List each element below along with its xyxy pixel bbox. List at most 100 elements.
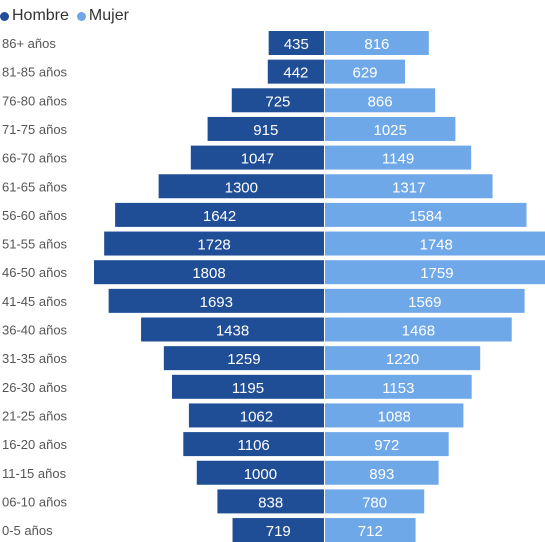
value-label-hombre-0-5-a-os: 719 — [266, 523, 291, 540]
value-label-hombre-46-50-a-os: 1808 — [192, 265, 225, 282]
value-label-mujer-81-85-a-os: 629 — [352, 65, 377, 82]
bar-mujer-71-75-a-os[interactable] — [325, 116, 456, 141]
bar-hombre-66-70-a-os[interactable] — [190, 145, 324, 170]
bar-mujer-16-20-a-os[interactable] — [325, 432, 449, 457]
value-label-mujer-21-25-a-os: 1088 — [378, 408, 411, 425]
bar-hombre-71-75-a-os[interactable] — [207, 116, 324, 141]
value-label-mujer-11-15-a-os: 893 — [369, 466, 394, 483]
value-label-hombre-06-10-a-os: 838 — [258, 494, 283, 511]
bar-hombre-36-40-a-os[interactable] — [141, 317, 324, 342]
bar-mujer-66-70-a-os[interactable] — [325, 145, 472, 170]
bar-hombre-31-35-a-os[interactable] — [163, 346, 324, 371]
value-label-mujer-71-75-a-os: 1025 — [374, 122, 407, 139]
category-label-71-75-a-os: 71-75 años — [2, 122, 68, 137]
category-label-26-30-a-os: 26-30 años — [2, 380, 68, 395]
bar-mujer-26-30-a-os[interactable] — [325, 374, 472, 399]
category-label-16-20-a-os: 16-20 años — [2, 437, 68, 452]
value-label-mujer-56-60-a-os: 1584 — [409, 208, 442, 225]
category-label-81-85-a-os: 81-85 años — [2, 65, 68, 80]
bar-mujer-21-25-a-os[interactable] — [325, 403, 464, 428]
bar-hombre-56-60-a-os[interactable] — [115, 202, 325, 227]
bar-hombre-46-50-a-os[interactable] — [94, 260, 324, 285]
category-label-36-40-a-os: 36-40 años — [2, 323, 68, 338]
bar-hombre-86-a-os[interactable] — [268, 31, 324, 55]
bar-hombre-61-65-a-os[interactable] — [158, 174, 324, 199]
bar-mujer-46-50-a-os[interactable] — [325, 260, 545, 285]
category-label-51-55-a-os: 51-55 años — [2, 237, 68, 252]
bar-mujer-61-65-a-os[interactable] — [325, 174, 493, 199]
value-label-mujer-51-55-a-os: 1748 — [419, 237, 452, 254]
value-label-hombre-51-55-a-os: 1728 — [197, 237, 230, 254]
bar-mujer-06-10-a-os[interactable] — [325, 489, 425, 514]
value-label-hombre-81-85-a-os: 442 — [283, 65, 308, 82]
bar-hombre-11-15-a-os[interactable] — [196, 460, 324, 485]
value-labels: 435 816 442 629 725 866 915 1025 1047 1149 1300 131… — [192, 36, 453, 540]
value-label-hombre-36-40-a-os: 1438 — [216, 323, 249, 340]
bar-mujer-0-5-a-os[interactable] — [325, 518, 416, 542]
category-label-31-35-a-os: 31-35 años — [2, 351, 68, 366]
value-label-hombre-71-75-a-os: 915 — [253, 122, 278, 139]
hombre-bars — [94, 31, 325, 542]
bar-hombre-0-5-a-os[interactable] — [232, 518, 324, 542]
category-label-56-60-a-os: 56-60 años — [2, 208, 68, 223]
bar-hombre-06-10-a-os[interactable] — [217, 489, 324, 514]
bar-hombre-51-55-a-os[interactable] — [104, 231, 324, 256]
value-label-mujer-06-10-a-os: 780 — [362, 494, 387, 511]
value-label-hombre-21-25-a-os: 1062 — [240, 408, 273, 425]
category-label-66-70-a-os: 66-70 años — [2, 151, 68, 166]
value-label-mujer-0-5-a-os: 712 — [358, 523, 383, 540]
bar-hombre-26-30-a-os[interactable] — [171, 374, 324, 399]
value-label-hombre-76-80-a-os: 725 — [265, 93, 290, 110]
legend-dot-hombre-icon — [0, 11, 9, 21]
bar-mujer-36-40-a-os[interactable] — [325, 317, 512, 342]
bar-mujer-56-60-a-os[interactable] — [325, 202, 527, 227]
bar-hombre-16-20-a-os[interactable] — [183, 432, 324, 457]
mujer-bars — [325, 31, 545, 542]
value-label-mujer-66-70-a-os: 1149 — [382, 151, 414, 168]
bar-mujer-81-85-a-os[interactable] — [325, 59, 406, 84]
bar-mujer-76-80-a-os[interactable] — [325, 88, 436, 113]
value-label-mujer-46-50-a-os: 1759 — [420, 265, 453, 282]
category-label-11-15-a-os: 11-15 años — [2, 466, 67, 481]
value-label-hombre-61-65-a-os: 1300 — [225, 179, 258, 196]
category-label-86-a-os: 86+ años — [2, 36, 56, 51]
value-label-hombre-86-a-os: 435 — [284, 36, 309, 53]
value-label-hombre-16-20-a-os: 1106 — [238, 437, 270, 454]
category-label-0-5-a-os: 0-5 años — [2, 523, 53, 538]
value-label-mujer-36-40-a-os: 1468 — [402, 323, 435, 340]
value-label-mujer-76-80-a-os: 866 — [368, 93, 393, 110]
bar-mujer-86-a-os[interactable] — [325, 31, 429, 55]
bar-mujer-41-45-a-os[interactable] — [325, 288, 525, 313]
category-label-46-50-a-os: 46-50 años — [2, 265, 68, 280]
value-label-hombre-31-35-a-os: 1259 — [227, 351, 260, 368]
bar-hombre-21-25-a-os[interactable] — [188, 403, 324, 428]
value-label-mujer-86-a-os: 816 — [364, 36, 389, 53]
legend-item-mujer[interactable]: Mujer — [76, 7, 129, 25]
bar-mujer-31-35-a-os[interactable] — [325, 346, 481, 371]
legend-label-hombre: Hombre — [12, 7, 69, 24]
value-label-hombre-56-60-a-os: 1642 — [203, 208, 236, 225]
value-label-hombre-41-45-a-os: 1693 — [200, 294, 233, 311]
bar-hombre-76-80-a-os[interactable] — [231, 88, 324, 113]
category-label-76-80-a-os: 76-80 años — [2, 93, 68, 108]
bar-mujer-11-15-a-os[interactable] — [325, 460, 439, 485]
legend-label-mujer: Mujer — [88, 7, 129, 24]
value-label-mujer-26-30-a-os: 1153 — [382, 380, 414, 397]
category-label-21-25-a-os: 21-25 años — [2, 408, 68, 423]
value-label-hombre-26-30-a-os: 1195 — [232, 380, 264, 397]
value-label-mujer-61-65-a-os: 1317 — [392, 179, 425, 196]
bar-mujer-51-55-a-os[interactable] — [325, 231, 545, 256]
value-label-hombre-11-15-a-os: 1000 — [244, 466, 277, 483]
category-label-61-65-a-os: 61-65 años — [2, 179, 68, 194]
category-label-41-45-a-os: 41-45 años — [2, 294, 68, 309]
value-label-mujer-16-20-a-os: 972 — [374, 437, 399, 454]
category-axis-labels: 86+ años 81-85 años 76-80 años 71-75 años 66… — [2, 36, 68, 538]
value-label-hombre-66-70-a-os: 1047 — [241, 151, 274, 168]
legend-dot-mujer-icon — [76, 11, 86, 21]
bar-hombre-41-45-a-os[interactable] — [108, 288, 324, 313]
value-label-mujer-31-35-a-os: 1220 — [386, 351, 419, 368]
chart-legend: Hombre Mujer — [0, 6, 137, 26]
legend-item-hombre[interactable]: Hombre — [0, 7, 69, 25]
bar-hombre-81-85-a-os[interactable] — [267, 59, 324, 84]
